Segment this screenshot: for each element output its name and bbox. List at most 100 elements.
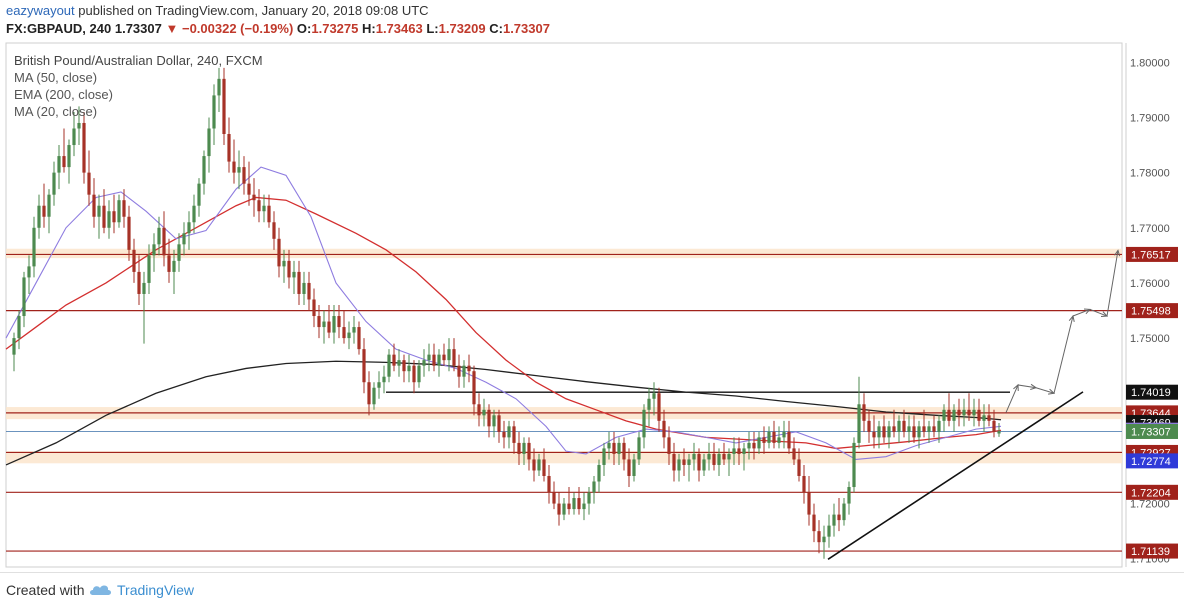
low-value: 1.73209: [438, 21, 486, 36]
candle-body-84: [432, 354, 436, 366]
candle-body-35: [187, 222, 191, 234]
candle-body-177: [897, 420, 901, 432]
candle-body-124: [632, 459, 636, 476]
candle-body-49: [257, 200, 261, 212]
candle-body-25: [137, 271, 141, 294]
candle-body-98: [502, 431, 506, 438]
low-label: L:: [426, 21, 439, 36]
candle-body-105: [537, 459, 541, 471]
chart-header: eazywayout published on TradingView.com,…: [0, 0, 1184, 40]
candle-body-46: [242, 167, 246, 184]
candle-body-65: [337, 316, 341, 328]
candle-body-87: [447, 349, 451, 361]
candle-body-126: [642, 409, 646, 438]
candle-body-31: [167, 255, 171, 272]
candle-body-194: [982, 415, 986, 421]
candle-body-134: [682, 459, 686, 465]
candle-body-166: [842, 503, 846, 521]
price-tag-label: 1.75498: [1131, 306, 1171, 318]
candle-body-143: [727, 453, 731, 460]
y-tick-label: 1.78000: [1130, 168, 1170, 180]
candle-body-77: [397, 360, 401, 366]
candle-body-120: [612, 442, 616, 454]
candle-body-193: [977, 409, 981, 421]
sr-zone-0: [6, 248, 1122, 259]
candle-body-178: [902, 420, 906, 432]
candle-body-20: [112, 211, 116, 223]
high-label: H:: [362, 21, 376, 36]
legend-ma50[interactable]: MA (50, close): [14, 70, 98, 85]
open-value: 1.73275: [311, 21, 359, 36]
candle-body-191: [967, 409, 971, 416]
candle-body-187: [947, 409, 951, 421]
candle-body-93: [477, 404, 481, 416]
candle-body-111: [567, 503, 571, 510]
candle-body-151: [767, 431, 771, 443]
candle-body-150: [762, 437, 766, 443]
candle-body-196: [992, 420, 996, 432]
price-tag-label: 1.76517: [1131, 249, 1171, 261]
price-chart[interactable]: 1.710001.720001.730001.740001.750001.760…: [0, 40, 1184, 572]
candle-body-188: [952, 409, 956, 421]
candle-body-80: [412, 365, 416, 383]
candle-body-3: [27, 266, 31, 278]
candle-body-18: [102, 205, 106, 228]
candle-body-45: [237, 167, 241, 173]
candle-body-12: [72, 128, 76, 146]
time-axis[interactable]: Dec611182127201881522: [6, 566, 1122, 572]
plot-frame: [5, 42, 1123, 568]
last-price: 1.73307: [114, 21, 162, 36]
candle-body-107: [547, 475, 551, 493]
candle-body-156: [792, 448, 796, 460]
price-axis[interactable]: 1.710001.720001.730001.740001.750001.760…: [1125, 43, 1178, 567]
candle-body-63: [327, 321, 331, 333]
legend-ma20[interactable]: MA (20, close): [14, 104, 98, 119]
chart-legend: British Pound/Australian Dollar, 240, FX…: [14, 52, 263, 120]
candle-body-14: [82, 122, 86, 173]
candle-body-83: [427, 354, 431, 361]
high-value: 1.73463: [375, 21, 423, 36]
candle-body-125: [637, 437, 641, 460]
candle-body-4: [32, 227, 36, 267]
candle-body-155: [787, 431, 791, 449]
candle-body-22: [122, 200, 126, 217]
candle-body-86: [442, 354, 446, 361]
candle-body-110: [562, 503, 566, 515]
price-tag-bg-2: [1126, 384, 1178, 400]
price-tag-bg-10: [1126, 543, 1178, 559]
candle-body-171: [867, 420, 871, 432]
candle-body-82: [422, 360, 426, 366]
candle-body-130: [662, 420, 666, 438]
candle-body-119: [607, 442, 611, 449]
candle-body-163: [827, 525, 831, 537]
candle-body-41: [217, 78, 221, 96]
legend-title[interactable]: British Pound/Australian Dollar, 240, FX…: [14, 53, 263, 68]
candle-body-168: [852, 442, 856, 488]
legend-ema200[interactable]: EMA (200, close): [14, 87, 113, 102]
candle-body-88: [452, 349, 456, 366]
candle-body-154: [782, 431, 786, 438]
candle-body-47: [247, 183, 251, 195]
candle-body-164: [832, 514, 836, 526]
candle-body-40: [212, 95, 216, 129]
candle-body-114: [582, 503, 586, 510]
candle-body-185: [937, 420, 941, 432]
tradingview-brand-link[interactable]: TradingView: [117, 582, 195, 598]
candle-body-90: [462, 365, 466, 377]
candle-body-197: [997, 431, 1001, 434]
candle-body-8: [52, 172, 56, 195]
candle-body-115: [587, 492, 591, 504]
symbol-label[interactable]: FX:GBPAUD, 240: [6, 21, 112, 36]
candle-body-162: [822, 536, 826, 543]
candle-body-131: [667, 437, 671, 454]
tradingview-cloud-icon[interactable]: [88, 581, 112, 597]
candle-body-103: [527, 442, 531, 460]
candle-body-58: [302, 282, 306, 294]
candle-body-117: [597, 464, 601, 482]
author-link[interactable]: eazywayout: [6, 3, 75, 18]
footer: Created with TradingView: [0, 572, 1184, 608]
close-value: 1.73307: [502, 21, 550, 36]
candle-body-153: [777, 437, 781, 443]
created-with-text: Created with: [6, 582, 85, 598]
candle-body-75: [387, 354, 391, 377]
